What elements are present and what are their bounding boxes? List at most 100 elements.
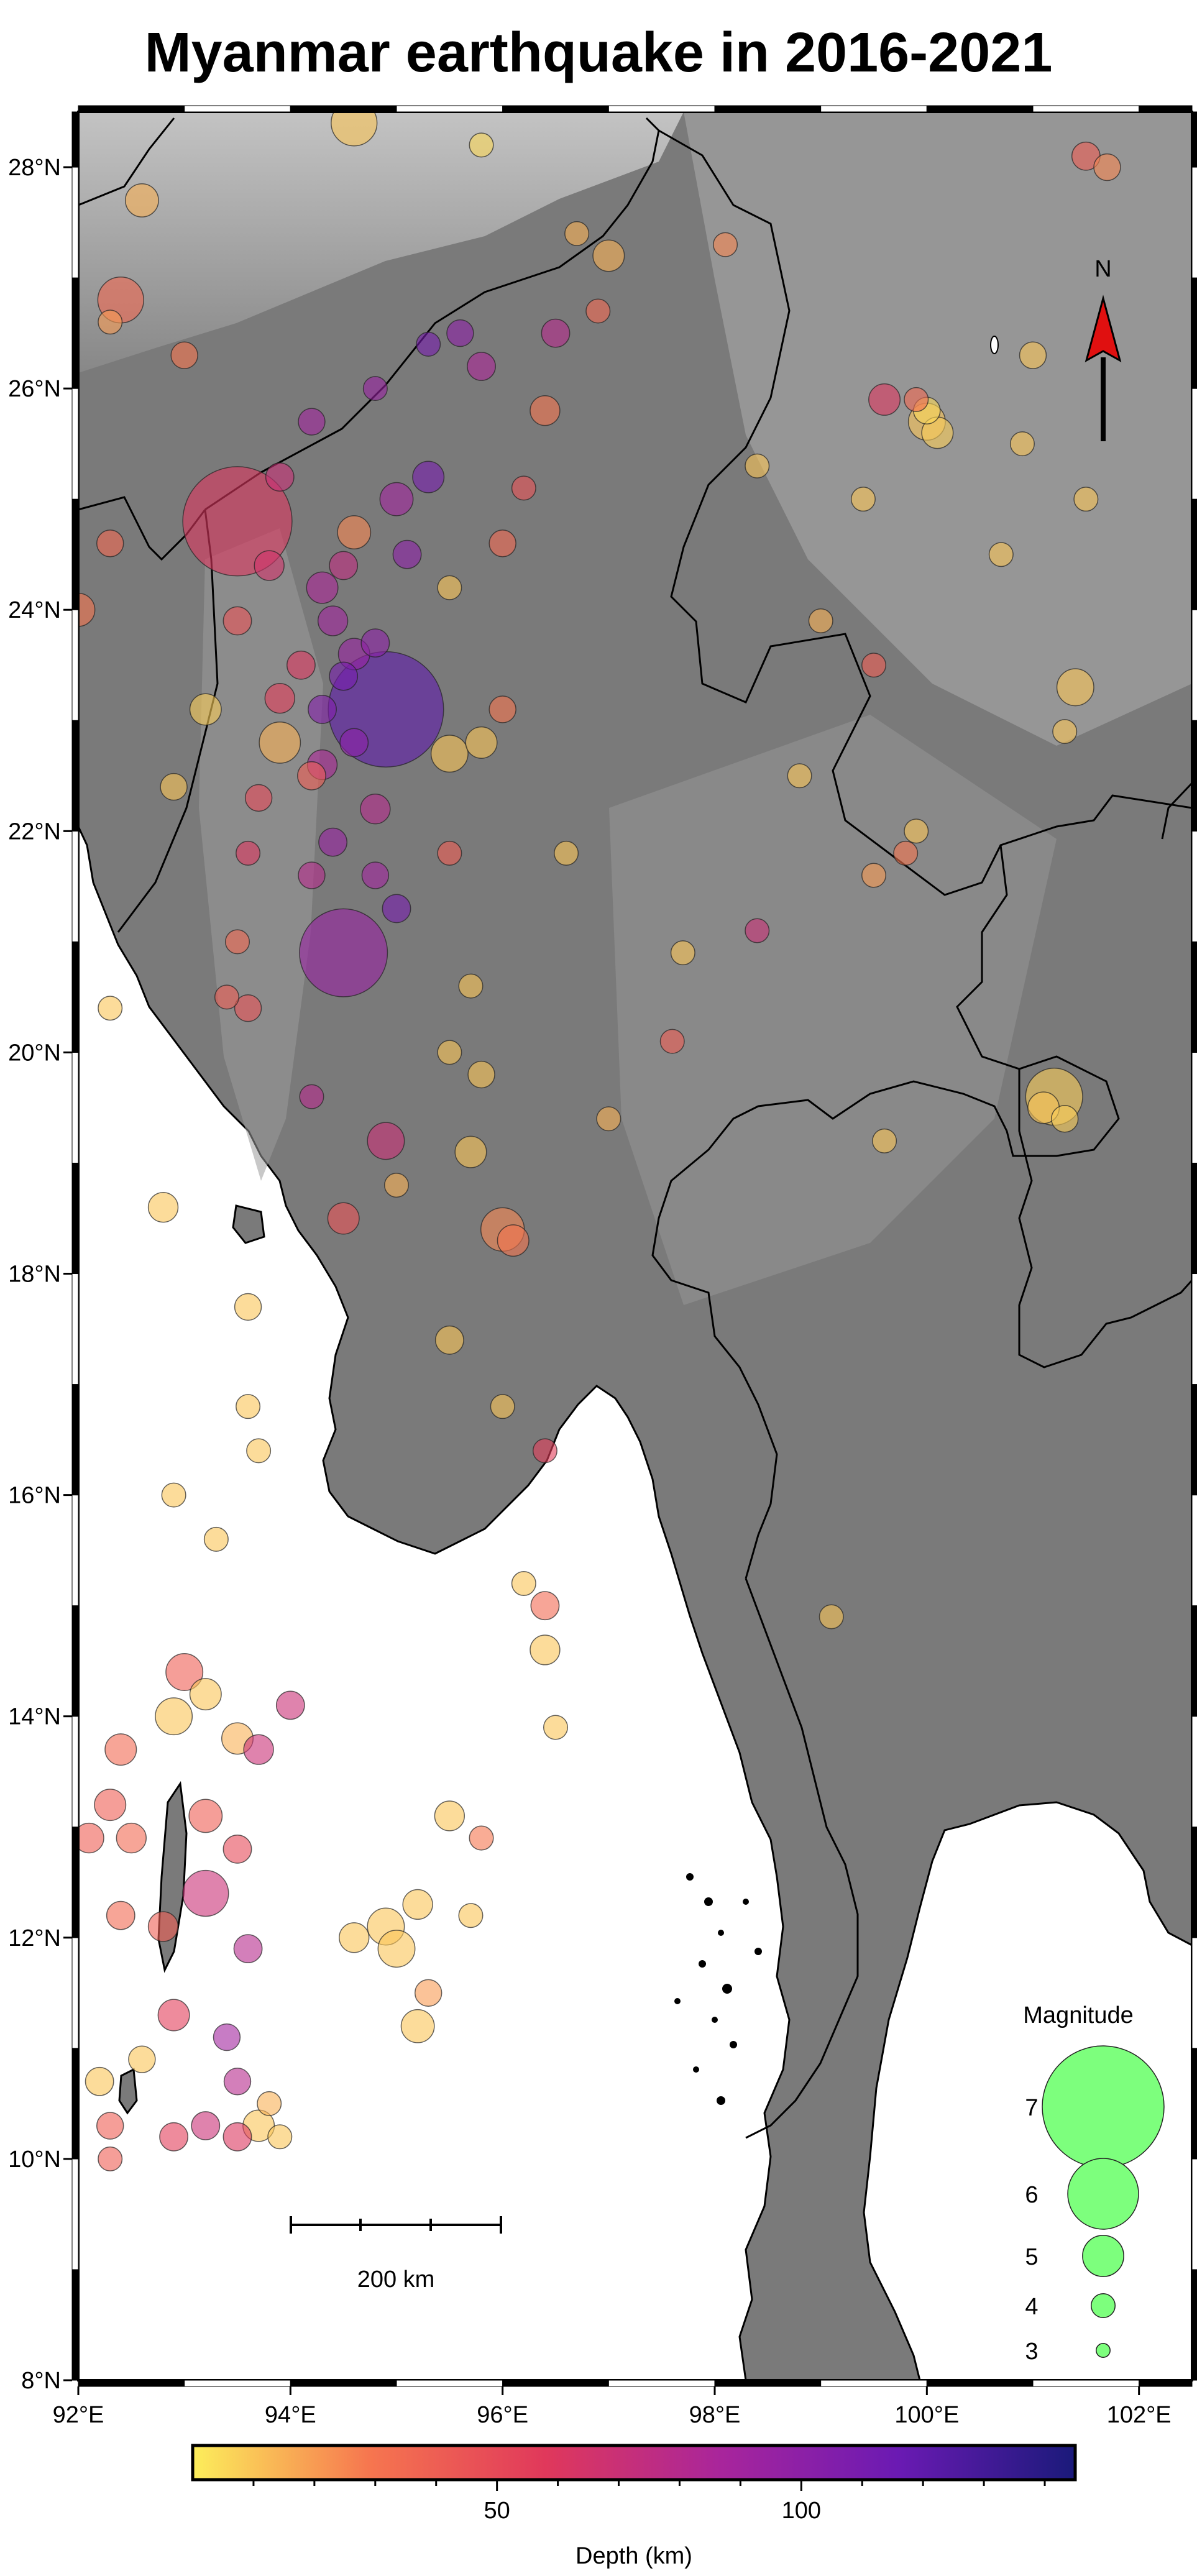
earthquake-marker [554, 840, 579, 866]
earthquake-marker [254, 550, 285, 581]
earthquake-marker [488, 529, 516, 557]
frame-band [1191, 1716, 1197, 1828]
earthquake-marker [465, 726, 498, 759]
frame-ticks [63, 105, 1197, 2395]
earthquake-marker [329, 661, 359, 691]
andaman-small-island [118, 2068, 138, 2115]
earthquake-marker [223, 2068, 252, 2096]
earthquake-marker [128, 2045, 156, 2073]
frame-band [1191, 1384, 1197, 1496]
earthquake-marker [360, 794, 391, 825]
frame-band [184, 105, 291, 112]
earthquake-marker [96, 2112, 124, 2140]
earthquake-marker [861, 653, 887, 678]
frame-band [71, 609, 79, 721]
frame-band [502, 2380, 609, 2387]
earthquake-marker [1019, 341, 1047, 369]
earthquake-marker [434, 1800, 466, 1831]
earthquake-marker [511, 475, 536, 501]
earthquake-marker [298, 408, 326, 436]
earthquake-marker [191, 2111, 221, 2140]
earthquake-marker [234, 1293, 262, 1321]
frame-band [71, 2158, 79, 2270]
earthquake-marker [988, 542, 1014, 567]
frame-band [71, 111, 79, 168]
frame-band [71, 1495, 79, 1607]
earthquake-marker [382, 894, 411, 924]
earthquake-marker [488, 695, 516, 723]
earthquake-marker [155, 1697, 193, 1736]
earthquake-marker [299, 908, 388, 997]
earthquake-marker [541, 318, 571, 348]
frame-band [71, 941, 79, 1053]
earthquake-marker [868, 383, 901, 416]
frame-band [71, 2269, 79, 2381]
magnitude-legend-marker [1090, 2293, 1116, 2319]
earthquake-marker [182, 466, 293, 577]
frame-band [1191, 830, 1197, 942]
earthquake-marker [412, 461, 445, 493]
magnitude-legend-marker [1042, 2045, 1165, 2168]
earthquake-marker [246, 1438, 272, 1464]
earthquake-marker [819, 1604, 844, 1629]
earthquake-marker [203, 1526, 229, 1552]
frame-band [78, 105, 185, 112]
earthquake-marker [1073, 487, 1099, 512]
earthquake-marker [298, 861, 326, 889]
earthquake-marker [458, 973, 484, 999]
frame-band [1191, 720, 1197, 832]
mergui-archipelago [674, 1873, 762, 2105]
earthquake-marker [98, 2146, 123, 2171]
frame-band [71, 830, 79, 942]
lon-tick-label: 92°E [53, 2402, 104, 2428]
lat-tick-label: 26°N [8, 376, 61, 402]
frame-band [1139, 105, 1193, 112]
earthquake-marker [416, 331, 441, 357]
earthquake-marker [1093, 153, 1121, 181]
lon-tick-label: 98°E [689, 2402, 741, 2428]
earthquake-marker [265, 462, 295, 492]
frame-band [1191, 277, 1197, 389]
earthquake-marker [124, 183, 159, 218]
earthquake-marker [430, 735, 469, 773]
earthquake-marker [331, 112, 378, 147]
earthquake-marker [94, 1789, 127, 1822]
shan-plateau-highland [609, 715, 1057, 1305]
frame-band [1191, 111, 1197, 168]
lat-tick-label: 24°N [8, 597, 61, 623]
magnitude-legend-label: 3 [1025, 2339, 1038, 2365]
frame-band [1139, 2380, 1193, 2387]
earthquake-marker [318, 827, 348, 857]
earthquake-marker [543, 1715, 569, 1740]
page-title: Myanmar earthquake in 2016-2021 [144, 22, 1053, 84]
lat-tick-label: 18°N [8, 1262, 61, 1288]
earthquake-marker [360, 628, 390, 658]
frame-band [1191, 1162, 1197, 1275]
frame-band [1191, 388, 1197, 500]
earthquake-marker [437, 840, 462, 866]
magnitude-legend-title: Magnitude [1023, 2002, 1133, 2028]
frame-band [71, 167, 79, 278]
earthquake-marker [564, 221, 590, 246]
earthquake-marker [904, 818, 929, 844]
earthquake-marker [98, 996, 123, 1021]
earthquake-marker [222, 606, 252, 636]
earthquake-marker [367, 1122, 405, 1160]
earthquake-marker [659, 1029, 685, 1054]
frame-band [71, 1384, 79, 1496]
earthquake-marker [327, 1202, 360, 1235]
frame-band [820, 2380, 927, 2387]
frame-band [1191, 1052, 1197, 1163]
earthquake-marker [264, 682, 295, 714]
frame-band [1032, 105, 1140, 112]
earthquake-marker [222, 2122, 252, 2152]
frame-band [1191, 1827, 1197, 1938]
frame-band [926, 2380, 1034, 2387]
earthquake-marker [116, 1822, 147, 1854]
earthquake-marker [379, 482, 414, 516]
frame-band [71, 1162, 79, 1275]
earthquake-marker [530, 1634, 561, 1666]
earthquake-marker [904, 387, 929, 412]
earthquake-marker [317, 605, 349, 636]
earthquake-marker [160, 772, 188, 801]
